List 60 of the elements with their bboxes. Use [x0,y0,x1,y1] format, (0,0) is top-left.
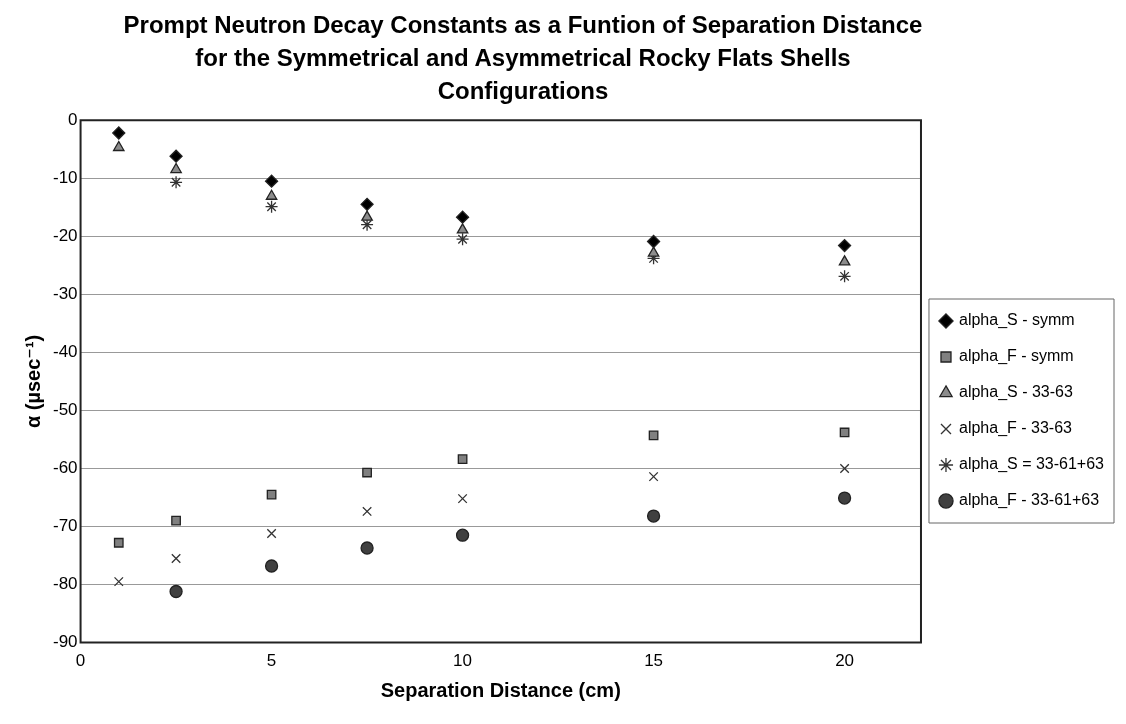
point [266,528,277,539]
point [837,269,852,283]
point [170,162,182,174]
point [171,553,181,564]
point [361,210,373,221]
y-tick-label: -10 [52,167,78,187]
point [362,506,372,517]
point [264,200,279,214]
point [837,491,852,505]
x-tick-label: 10 [453,651,473,671]
point [362,467,372,478]
point [646,234,661,249]
point [112,126,126,140]
y-tick-label: -90 [52,632,78,652]
point [264,559,279,573]
point [456,223,469,234]
legend-label: alpha_F - 33-63 [958,419,1073,438]
point [648,471,659,482]
y-tick-label: -40 [52,342,78,362]
x-tick-label: 15 [644,651,664,671]
x-axis-title: Separation Distance (cm) [380,678,621,701]
point [360,218,374,232]
x-tick-label: 20 [835,651,855,671]
point [360,197,374,212]
point [169,175,183,189]
point [113,576,124,587]
point [455,210,470,224]
x-tick-label: 5 [266,651,277,671]
y-tick-label: -20 [52,225,78,245]
point [169,149,183,163]
point [265,189,278,200]
point [360,541,374,555]
y-tick-label: -80 [52,574,78,594]
y-tick-label: -50 [52,400,78,420]
point [838,255,851,266]
point [171,515,181,526]
point [839,463,850,474]
point [455,528,470,542]
point [264,174,279,188]
legend-label: alpha_F - 33-61+63 [958,491,1100,510]
y-tick-label: -60 [52,458,78,478]
point [169,584,183,599]
legend-label: alpha_S - symm [958,311,1075,330]
legend-label: alpha_S - 33-63 [958,383,1073,402]
point [457,454,468,465]
point [457,493,468,504]
legend-label: alpha_F - symm [958,347,1074,366]
y-tick-label: -30 [52,284,78,304]
point [646,509,661,523]
point [112,140,125,152]
point [455,232,470,246]
y-tick-label: -70 [52,516,78,536]
legend-label: alpha_S = 33-61+63 [958,455,1105,474]
y-tick-label: 0 [68,109,78,129]
y-axis-title: α (µsec⁻¹) [21,334,44,429]
point [113,537,124,548]
point [648,430,659,441]
point [837,238,852,253]
chart-title: Prompt Neutron Decay Constants as a Funtion of Separation Distance for the Symmetrical and Asymmetrical Rocky Flats Shells Configurations [122,10,924,106]
point [647,246,660,257]
